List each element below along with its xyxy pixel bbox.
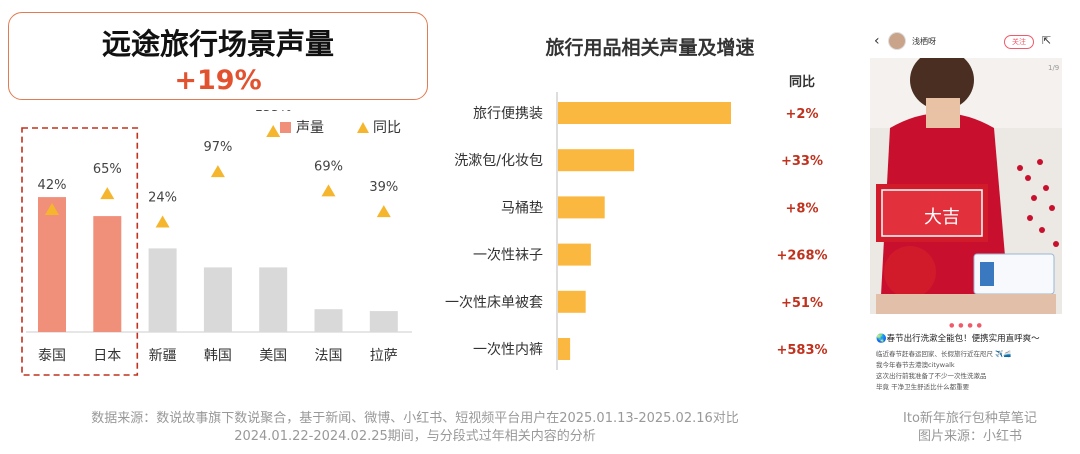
growth-data-label: +583% <box>776 343 827 358</box>
x-tick-label: 泰国 <box>38 348 66 364</box>
back-icon[interactable]: ‹ <box>874 33 880 49</box>
growth-marker <box>155 215 170 228</box>
data-source-line-2: 2024.01.22-2024.02.25期间，与分段式过年相关内容的分析 <box>234 429 596 444</box>
volume-bar <box>558 102 731 124</box>
volume-bar <box>93 216 122 332</box>
growth-data-label: +2% <box>786 107 819 122</box>
volume-bar <box>314 309 343 332</box>
growth-data-label: 42% <box>38 178 67 193</box>
growth-marker <box>321 184 336 197</box>
growth-marker <box>210 165 225 178</box>
volume-bar <box>148 248 177 332</box>
post-line-3: 这次出行前我准备了不少一次性洗漱品 <box>876 372 987 380</box>
growth-column-header: 同比 <box>789 74 815 90</box>
sign-text: 大吉 <box>924 207 960 228</box>
carousel-dots: ● ● ● ● <box>949 322 983 329</box>
x-tick-label: 美国 <box>259 348 287 364</box>
y-tick-label: 一次性内裤 <box>473 342 543 358</box>
y-tick-label: 马桶垫 <box>501 200 543 216</box>
post-title: 🌏春节出行洗漱全能包！便携实用直呼爽～ <box>876 334 1040 344</box>
growth-marker <box>376 205 391 218</box>
growth-data-label: 65% <box>93 162 122 177</box>
x-tick-label: 日本 <box>93 348 121 364</box>
growth-data-label: 39% <box>369 180 398 195</box>
caption-line-2: 图片来源：小红书 <box>917 429 1022 444</box>
volume-bar <box>369 311 398 332</box>
x-tick-label: 韩国 <box>204 348 232 364</box>
follow-button[interactable]: 关注 <box>1004 35 1034 49</box>
legend: 声量 同比 <box>280 120 401 136</box>
data-source-line-1: 数据来源：数说故事旗下数说聚合，基于新闻、微博、小红书、短视频平台用户在2025… <box>91 411 739 426</box>
growth-data-label: 24% <box>148 190 177 205</box>
post-header: ‹ 浅栖呀 关注 ⇱ <box>866 26 1066 58</box>
volume-bar <box>558 149 635 172</box>
x-tick-label: 法国 <box>315 348 343 364</box>
post-line-4: 毕竟 干净卫生舒适比什么都重要 <box>876 383 970 391</box>
legend-swatch-volume <box>280 122 291 133</box>
main-title: 远途旅行场景声量 <box>101 27 334 61</box>
volume-bar <box>38 197 66 332</box>
chart-title: 旅行用品相关声量及增速 <box>545 36 754 59</box>
growth-data-label: 69% <box>314 159 343 174</box>
growth-data-label: +268% <box>776 249 827 264</box>
legend-label-growth: 同比 <box>373 120 401 136</box>
avatar[interactable] <box>888 32 906 50</box>
username[interactable]: 浅栖呀 <box>912 37 936 46</box>
y-tick-label: 一次性袜子 <box>473 248 543 264</box>
y-tick-label: 洗漱包/化妆包 <box>454 153 543 169</box>
y-tick-label: 一次性床单被套 <box>445 295 543 311</box>
xiaohongshu-post-screenshot: ‹ 浅栖呀 关注 ⇱ 大吉 1/9 ● ● ● ● 🌏春节出行洗漱全能包！便携实… <box>866 26 1066 408</box>
volume-bar <box>558 243 591 266</box>
growth-marker <box>266 125 281 138</box>
page-indicator: 1/9 <box>1048 64 1059 72</box>
volume-bar <box>558 290 586 313</box>
title-box: 远途旅行场景声量 +19% <box>8 12 428 100</box>
volume-bar <box>558 338 571 360</box>
growth-data-label: +51% <box>781 296 823 311</box>
post-photo: 大吉 1/9 <box>870 58 1062 314</box>
post-line-2: 我今年春节去港澳citywalk <box>876 361 955 369</box>
caption-line-1: Ito新年旅行包种草笔记 <box>903 411 1037 426</box>
legend-label-volume: 声量 <box>296 120 324 136</box>
highlight-box <box>21 127 139 376</box>
y-tick-label: 旅行便携装 <box>473 106 543 122</box>
share-icon[interactable]: ⇱ <box>1042 34 1052 47</box>
growth-data-label: 97% <box>203 140 232 155</box>
growth-marker <box>100 187 115 200</box>
x-tick-label: 新疆 <box>149 348 177 364</box>
volume-bar <box>203 267 232 332</box>
volume-bar <box>259 267 288 332</box>
growth-marker <box>45 203 59 216</box>
post-line-1: 临近春节赶春运回家、长假旅行近在咫尺 ✈️🚄 <box>876 350 1012 358</box>
main-growth: +19% <box>174 65 262 96</box>
growth-data-label: +8% <box>786 201 819 216</box>
growth-data-label: +33% <box>781 154 823 169</box>
growth-data-label: 155% <box>255 110 292 115</box>
volume-bar <box>558 196 605 219</box>
legend-swatch-growth <box>357 122 369 133</box>
x-tick-label: 拉萨 <box>370 348 398 364</box>
